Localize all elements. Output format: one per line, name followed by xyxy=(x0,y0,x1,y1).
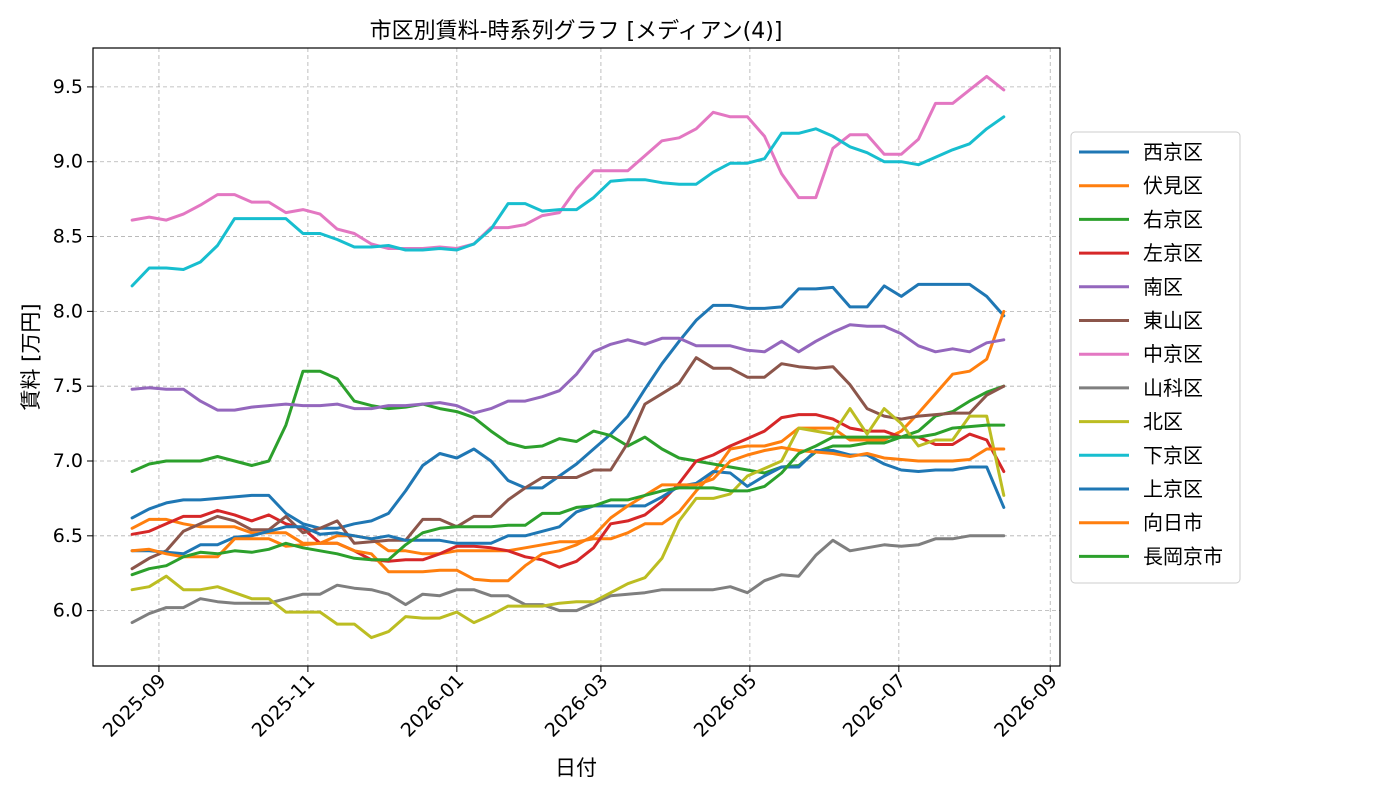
series-line xyxy=(130,423,1006,577)
grid-lines xyxy=(93,48,1060,666)
y-axis-label: 賃料 [万円] xyxy=(19,303,43,410)
y-tick-label: 7.5 xyxy=(53,375,83,397)
legend-label: 中京区 xyxy=(1143,342,1203,366)
series-line xyxy=(130,323,1006,415)
series-line xyxy=(130,407,1006,640)
y-tick-label: 9.0 xyxy=(53,151,83,173)
legend-label: 向日市 xyxy=(1143,511,1203,535)
legend-box xyxy=(1070,131,1241,584)
legend-label: 山科区 xyxy=(1143,376,1203,400)
series-line xyxy=(130,413,1006,569)
x-axis-label: 日付 xyxy=(555,756,597,780)
legend-label: 左京区 xyxy=(1143,241,1203,265)
series-line xyxy=(130,446,1006,583)
series-line xyxy=(130,282,1006,530)
legend-label: 南区 xyxy=(1143,275,1183,299)
series-line xyxy=(130,74,1006,250)
legend-label: 西京区 xyxy=(1143,140,1203,164)
legend-label: 東山区 xyxy=(1143,309,1203,333)
y-tick-label: 8.5 xyxy=(53,226,83,248)
y-tick-label: 6.5 xyxy=(53,525,83,547)
legend-label: 北区 xyxy=(1143,410,1183,434)
series-line xyxy=(130,115,1006,288)
y-tick-label: 7.0 xyxy=(53,450,83,472)
series-lines xyxy=(130,74,1006,640)
plot-area-frame xyxy=(92,47,1061,667)
series-line xyxy=(130,309,1006,556)
legend-label: 長岡京市 xyxy=(1143,544,1223,568)
legend-label: 右京区 xyxy=(1143,207,1203,231)
chart-title: 市区別賃料-時系列グラフ [メディアン(4)] xyxy=(370,19,783,44)
y-tick-label: 6.0 xyxy=(53,600,83,622)
y-tick-label: 8.0 xyxy=(53,300,83,322)
legend-label: 上京区 xyxy=(1143,477,1203,501)
legend-label: 下京区 xyxy=(1143,443,1203,467)
series-line xyxy=(130,369,1006,475)
y-tick-label: 9.5 xyxy=(53,76,83,98)
series-line xyxy=(130,356,1006,571)
series-line xyxy=(130,534,1006,625)
legend-label: 伏見区 xyxy=(1143,174,1203,198)
